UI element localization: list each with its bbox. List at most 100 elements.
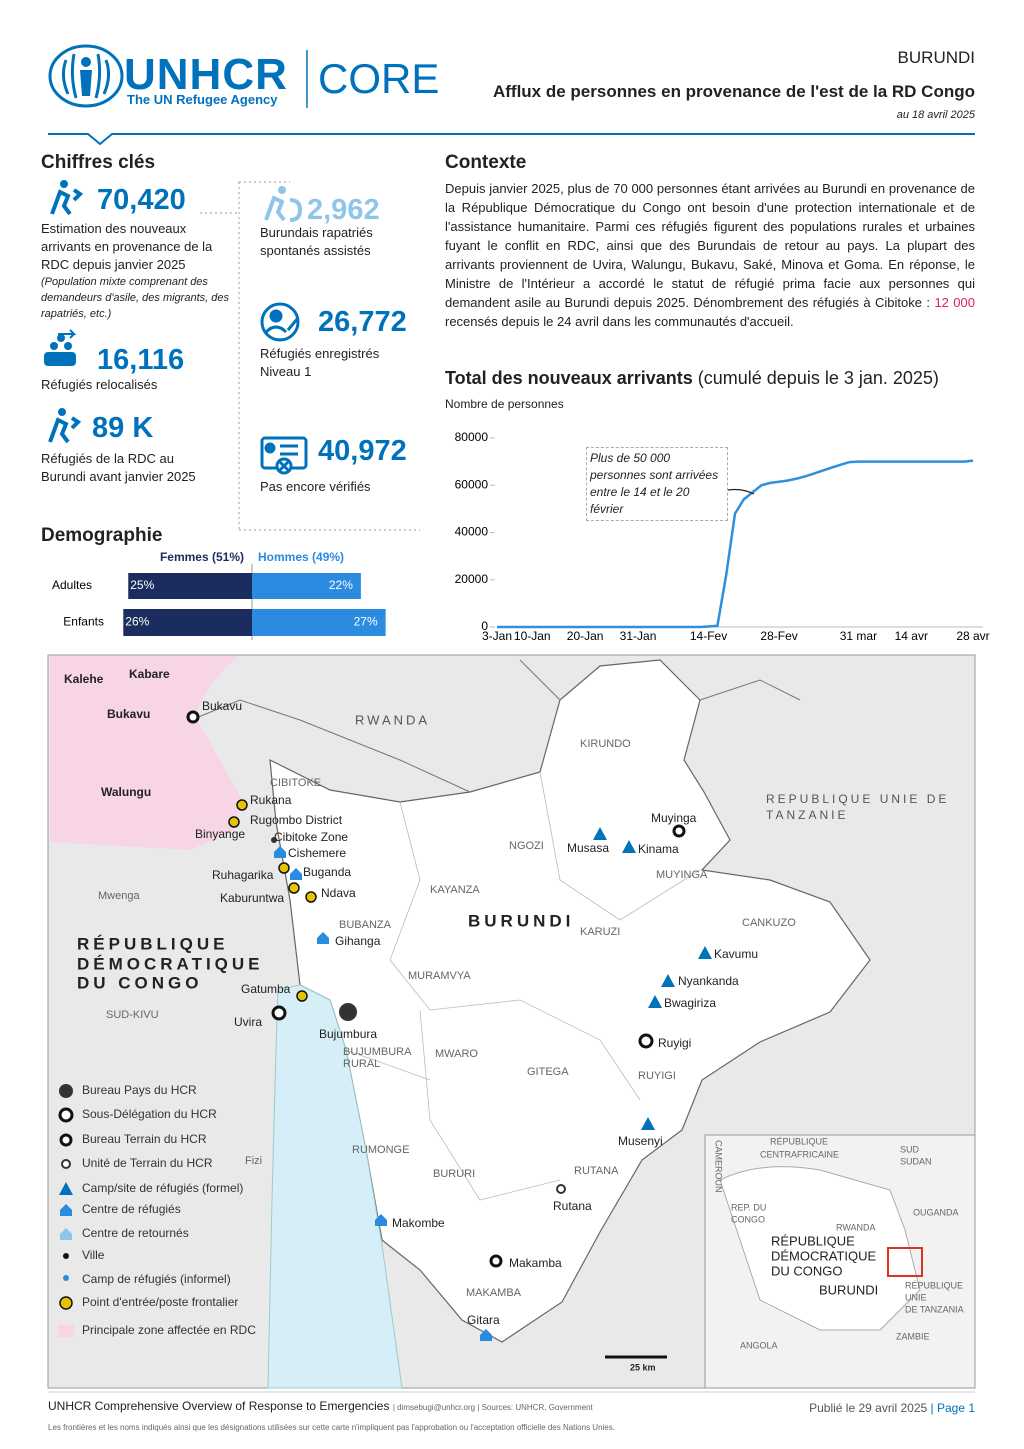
section-title: Demographie xyxy=(41,525,163,546)
context-text-part: Depuis janvier 2025, plus de 70 000 pers… xyxy=(445,181,975,310)
footer-left: UNHCR Comprehensive Overview of Response… xyxy=(48,1399,593,1413)
product-name: CORE xyxy=(318,55,440,102)
category-label: Enfants xyxy=(63,615,104,629)
legend-label: Unité de Terrain du HCR xyxy=(82,1156,213,1170)
map-label: REPUBLIQUE UNIE DE xyxy=(766,792,949,806)
annotation-arrow xyxy=(727,488,755,495)
affected-zone xyxy=(50,656,242,850)
map-label: GITEGA xyxy=(527,1066,569,1078)
x-tick-label: 14 avr xyxy=(895,629,928,643)
map-label: CIBITOKE xyxy=(270,777,321,789)
legend-symbol xyxy=(58,1107,74,1123)
legend-symbol xyxy=(59,1182,73,1195)
legend-symbol xyxy=(59,1133,73,1147)
y-tick-label: 60000 xyxy=(455,477,489,491)
legend-symbol xyxy=(61,1159,71,1169)
map-label: Rugombo District xyxy=(250,813,343,827)
map-label: KARUZI xyxy=(580,926,620,938)
key-figure-label: Estimation des nouveaux arrivants en pro… xyxy=(41,221,213,272)
logo-text: UNHCR xyxy=(124,50,288,99)
map-label: CONGO xyxy=(731,1214,765,1224)
y-tick-label: 80000 xyxy=(455,430,489,444)
bar xyxy=(252,573,361,599)
map-label: RÉPUBLIQUE xyxy=(770,1136,828,1146)
map-label: OUGANDA xyxy=(913,1207,959,1217)
legend-symbol xyxy=(60,1204,72,1216)
key-figure-label: Pas encore vérifiés xyxy=(260,479,371,494)
city xyxy=(271,837,277,843)
icon xyxy=(264,186,303,222)
map-label: SUD xyxy=(900,1144,920,1154)
footer-sources: | dimsebugi@unhcr.org | Sources: UNHCR, … xyxy=(392,1403,593,1412)
country-office xyxy=(339,1003,357,1021)
country: BURUNDI xyxy=(897,48,975,67)
camp xyxy=(593,827,712,1130)
report-title: Afflux de personnes en provenance de l'e… xyxy=(492,82,975,101)
map-label: MWARO xyxy=(435,1048,478,1060)
y-axis-label: Nombre de personnes xyxy=(445,397,564,411)
map-label: Fizi xyxy=(245,1155,262,1167)
map-label: MUYINGA xyxy=(656,869,708,881)
map-label: Bwagiriza xyxy=(664,996,716,1010)
annotation: Plus de 50 000 personnes sont arrivées e… xyxy=(586,447,728,521)
chart-heading: Total des nouveaux arrivants (cumulé dep… xyxy=(445,368,939,389)
map-label: Kaburuntwa xyxy=(220,891,284,905)
footer-right: Publié le 29 avril 2025 | Page 1 xyxy=(809,1401,975,1415)
map-label: Muyinga xyxy=(651,811,697,825)
report-date: au 18 avril 2025 xyxy=(896,109,975,121)
map-label: KAYANZA xyxy=(430,884,480,896)
map-label: Binyange xyxy=(195,827,245,841)
entry-point xyxy=(228,799,317,1002)
map-label: Musenyi xyxy=(618,1134,663,1148)
map-label: RURAL xyxy=(343,1058,380,1070)
data-label: 26% xyxy=(125,615,149,629)
map-label: CANKUZO xyxy=(742,917,796,929)
map-label: RÉPUBLIQUE xyxy=(771,1233,855,1248)
x-tick-label: 28 avr xyxy=(956,629,989,643)
key-figure-label: Réfugiés relocalisés xyxy=(41,377,158,392)
y-tick-label: 40000 xyxy=(455,525,489,539)
map-label: Uvira xyxy=(234,1015,262,1029)
map-label: Nyankanda xyxy=(678,974,739,988)
map-label: RUYIGI xyxy=(638,1070,676,1082)
icon xyxy=(44,180,84,444)
key-figure-value: 70,420 xyxy=(97,184,186,216)
map-label: BUJUMBURA xyxy=(343,1046,412,1058)
map-label: RWANDA xyxy=(355,712,430,727)
x-tick-label: 28-Fev xyxy=(760,629,797,643)
map-label: Bukavu xyxy=(202,699,242,713)
key-figure-value: 16,116 xyxy=(97,344,185,376)
refugee-centre xyxy=(274,846,492,1341)
x-tick-label: 20-Jan xyxy=(567,629,604,643)
map-label: Bujumbura xyxy=(319,1027,377,1041)
bar xyxy=(123,609,252,636)
map-label: Ndava xyxy=(321,886,356,900)
map-label: BURUNDI xyxy=(819,1282,878,1297)
map-label: UNIE xyxy=(905,1292,927,1302)
x-tick-label: 14-Fev xyxy=(690,629,727,643)
legend-label: Bureau Pays du HCR xyxy=(82,1083,197,1097)
legend-symbol xyxy=(63,1275,69,1281)
map-label: Cishemere xyxy=(288,846,346,860)
legend-label: Centre de retournés xyxy=(82,1226,189,1240)
legend-symbol xyxy=(59,1084,73,1098)
legend-label: Centre de réfugiés xyxy=(82,1202,181,1216)
map-label: SUDAN xyxy=(900,1156,932,1166)
map-label: Rutana xyxy=(553,1199,592,1213)
section-title: Contexte xyxy=(445,152,527,173)
map-label: Cibitoke Zone xyxy=(274,830,348,844)
legend-label: Hommes (49%) xyxy=(258,550,344,564)
key-figure-value: 40,972 xyxy=(318,435,407,467)
legend-symbol xyxy=(58,1325,74,1337)
map-label: RUMONGE xyxy=(352,1144,409,1156)
legend-label: Camp de réfugiés (informel) xyxy=(82,1272,231,1286)
key-figure-label: Réfugiés de la RDC au Burundi avant janv… xyxy=(41,451,196,484)
map-label: Kabare xyxy=(129,667,170,681)
legend-symbol xyxy=(60,1228,72,1240)
map-label: BURUNDI xyxy=(468,911,574,930)
y-tick-label: 20000 xyxy=(455,572,489,586)
legend-label: Principale zone affectée en RDC xyxy=(82,1323,256,1337)
data-label: 25% xyxy=(130,578,154,592)
